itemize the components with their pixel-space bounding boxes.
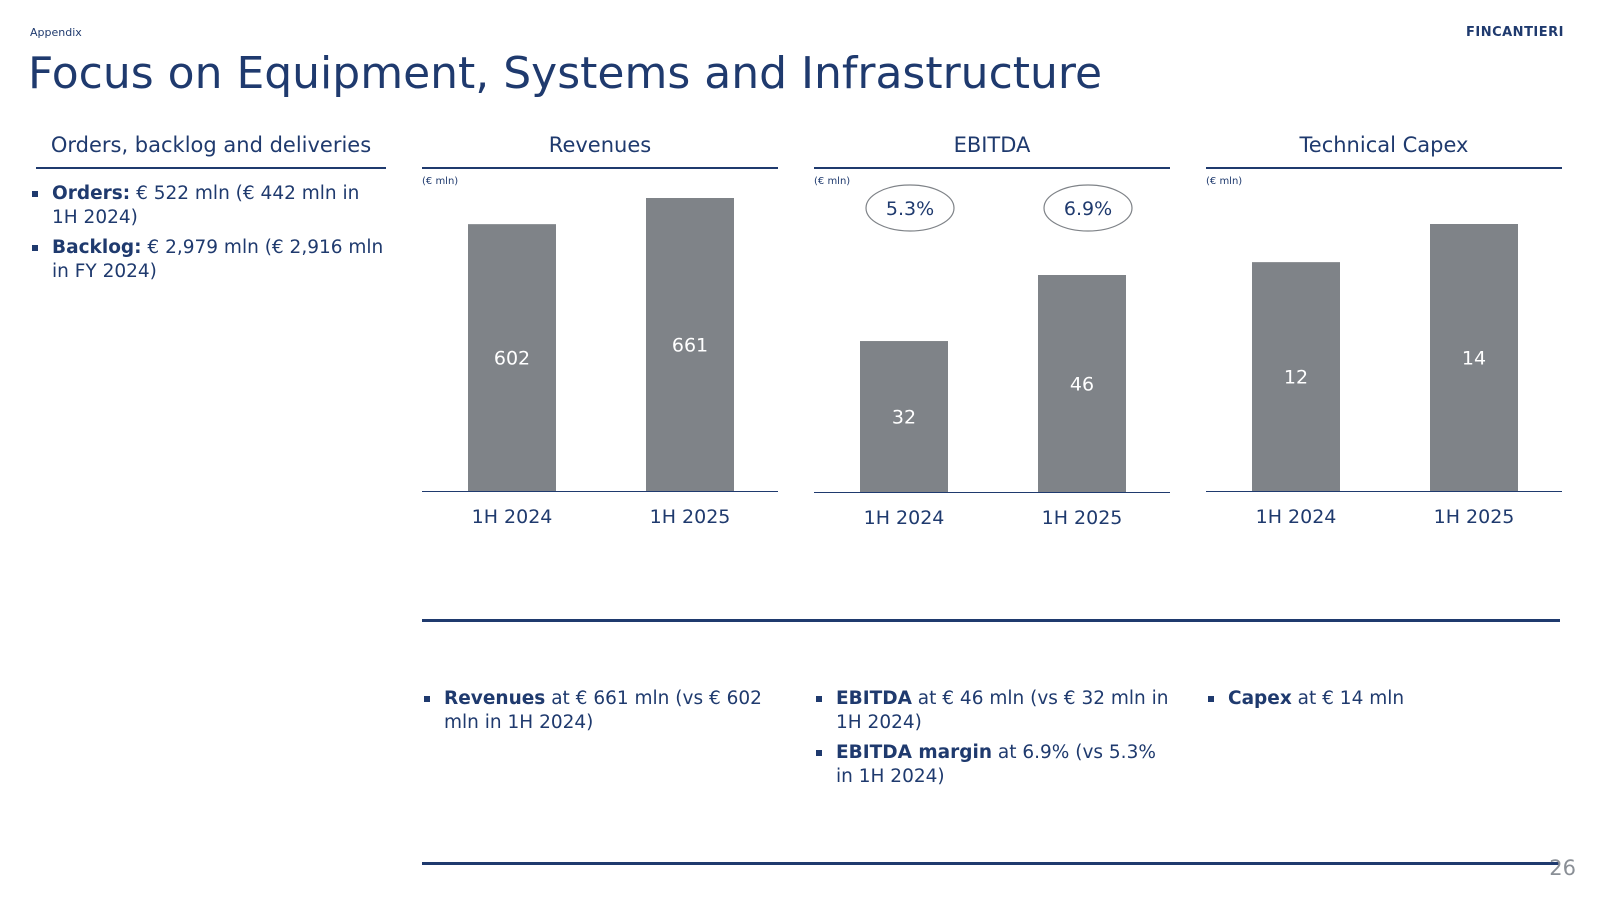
orders-bullet: Orders: € 522 mln (€ 442 mln in 1H 2024) [30, 182, 390, 230]
revenues-bar [468, 224, 556, 491]
bullet-text: at € 661 mln (vs € 602 mln in 1H 2024) [444, 688, 762, 733]
ebitda-margin-comment: EBITDA margin at 6.9% (vs 5.3% in 1H 202… [814, 741, 1174, 789]
revenues-category-label: 1H 2024 [472, 506, 553, 528]
bullet-text: at € 14 mln [1291, 688, 1405, 709]
capex-category-label: 1H 2024 [1256, 506, 1337, 528]
bullet-text: € 2,979 mln (€ 2,916 mln in FY 2024) [52, 237, 384, 282]
bullet-key: Orders: [52, 183, 131, 204]
revenues-value-label: 602 [494, 348, 530, 370]
page-number: 26 [1549, 856, 1576, 880]
capex-unit-label: (€ mln) [1206, 176, 1243, 187]
capex-chart-title: Technical Capex [1299, 133, 1469, 157]
section-label: Appendix [30, 26, 82, 39]
ebitda-panel-rule [814, 167, 1170, 169]
commentary-bottom-rule [422, 862, 1560, 865]
capex-chart: 12 1H 2024 14 1H 2025 [1206, 170, 1562, 530]
ebitda-value-label: 32 [892, 407, 916, 429]
ebitda-comment-list: EBITDA at € 46 mln (vs € 32 mln in 1H 20… [814, 687, 1174, 795]
bullet-text: at € 46 mln (vs € 32 mln in 1H 2024) [836, 688, 1169, 733]
bullet-text: at 6.9% (vs 5.3% in 1H 2024) [836, 742, 1156, 787]
capex-bar [1430, 224, 1518, 491]
ebitda-margin-label: 5.3% [886, 198, 934, 220]
bullet-key: EBITDA margin [836, 742, 992, 763]
bullet-key: Capex [1228, 688, 1292, 709]
ebitda-bar [860, 341, 948, 492]
bullet-key: Backlog: [52, 237, 142, 258]
capex-bar [1252, 262, 1340, 491]
orders-bullet-list: Orders: € 522 mln (€ 442 mln in 1H 2024)… [30, 182, 390, 290]
ebitda-chart-title: EBITDA [953, 133, 1031, 157]
ebitda-chart: 32 1H 2024 5.3% 46 1H 2025 6.9% [814, 170, 1170, 530]
orders-panel-title: Orders, backlog and deliveries [50, 133, 372, 157]
capex-comment-list: Capex at € 14 mln [1206, 687, 1546, 717]
ebitda-unit-label: (€ mln) [814, 176, 851, 187]
revenues-chart: 602 1H 2024 661 1H 2025 [422, 170, 778, 530]
capex-value-label: 14 [1462, 348, 1486, 370]
revenues-panel-rule [422, 167, 778, 169]
orders-panel-rule [36, 167, 386, 169]
revenues-chart-title: Revenues [548, 133, 652, 157]
ebitda-margin-ellipse [1043, 184, 1133, 232]
bullet-key: EBITDA [836, 688, 912, 709]
capex-category-label: 1H 2025 [1434, 506, 1515, 528]
revenues-value-label: 661 [672, 335, 708, 357]
ebitda-margin-label: 6.9% [1064, 198, 1112, 220]
ebitda-margin-ellipse [865, 184, 955, 232]
ebitda-category-label: 1H 2025 [1042, 507, 1123, 529]
capex-chart-svg: 12 1H 2024 14 1H 2025 [1206, 224, 1562, 528]
capex-value-label: 12 [1284, 367, 1308, 389]
ebitda-bar [1038, 275, 1126, 492]
revenues-comment-list: Revenues at € 661 mln (vs € 602 mln in 1… [422, 687, 762, 741]
revenues-category-label: 1H 2025 [650, 506, 731, 528]
ebitda-chart-svg: 32 1H 2024 5.3% 46 1H 2025 6.9% [814, 184, 1170, 529]
ebitda-value-label: 46 [1070, 374, 1094, 396]
capex-panel-rule [1206, 167, 1562, 169]
page-title: Focus on Equipment, Systems and Infrastr… [28, 48, 1103, 99]
backlog-bullet: Backlog: € 2,979 mln (€ 2,916 mln in FY … [30, 236, 390, 284]
commentary-top-rule [422, 619, 1560, 622]
revenues-bar [646, 198, 734, 491]
revenues-chart-svg: 602 1H 2024 661 1H 2025 [422, 198, 778, 528]
ebitda-category-label: 1H 2024 [864, 507, 945, 529]
bullet-text: € 522 mln (€ 442 mln in 1H 2024) [52, 183, 360, 228]
ebitda-comment: EBITDA at € 46 mln (vs € 32 mln in 1H 20… [814, 687, 1174, 735]
fincantieri-logo: FINCANTIERI [1465, 25, 1564, 40]
revenues-comment: Revenues at € 661 mln (vs € 602 mln in 1… [422, 687, 762, 735]
revenues-unit-label: (€ mln) [422, 176, 459, 187]
bullet-key: Revenues [444, 688, 546, 709]
capex-comment: Capex at € 14 mln [1206, 687, 1546, 711]
